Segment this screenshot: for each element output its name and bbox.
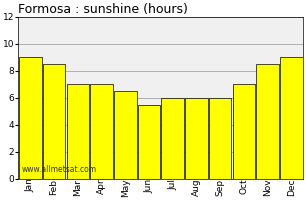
Bar <box>114 91 136 179</box>
Text: Formosa : sunshine (hours): Formosa : sunshine (hours) <box>18 3 188 16</box>
Bar <box>138 105 160 179</box>
Bar <box>256 64 279 179</box>
Bar <box>162 98 184 179</box>
Bar <box>233 84 255 179</box>
Bar <box>90 84 113 179</box>
Text: www.allmetsat.com: www.allmetsat.com <box>21 165 96 174</box>
Bar <box>43 64 65 179</box>
Bar <box>19 57 42 179</box>
Bar <box>209 98 231 179</box>
Bar <box>66 84 89 179</box>
Bar <box>280 57 303 179</box>
Bar <box>185 98 208 179</box>
